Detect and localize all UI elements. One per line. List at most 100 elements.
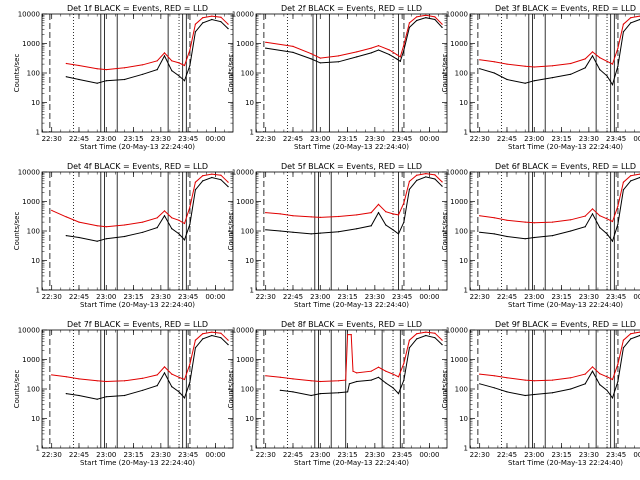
y-tick-label: 100 [455, 228, 468, 236]
y-tick-label: 1 [464, 129, 468, 137]
x-tick-label: 23:30 [151, 293, 171, 301]
x-tick-label: 22:30 [470, 293, 490, 301]
series-point [622, 181, 625, 183]
series-point [479, 373, 481, 375]
series-point [408, 22, 410, 24]
series-point [533, 80, 535, 82]
series-point [337, 380, 340, 382]
series-point [397, 233, 400, 235]
plot-frame [41, 171, 234, 291]
series-point [479, 231, 481, 233]
series-point [220, 332, 222, 334]
chart-panel: Det 9f BLACK = Events, RED = LLD 1 10 100 10… [441, 320, 640, 467]
y-tick-label: 1000 [236, 356, 254, 364]
series-point [570, 62, 572, 65]
x-tick-label: 22:45 [497, 451, 517, 459]
chart-panel: Det 6f BLACK = Events, RED = LLD 1 10 100 10… [441, 162, 640, 309]
series-point [96, 225, 98, 227]
series-point [425, 176, 427, 178]
series-point [292, 45, 294, 48]
series-point [356, 51, 358, 53]
y-tick-label: 10000 [446, 11, 468, 19]
y-axis-label: Counts/sec [441, 54, 449, 93]
chart-title: Det 2f BLACK = Events, RED = LLD [281, 4, 422, 13]
series-point [584, 67, 586, 69]
series-point [163, 210, 166, 212]
series-point [227, 23, 229, 25]
series-point [606, 75, 608, 77]
series-point [434, 174, 436, 176]
series-point [493, 387, 495, 389]
x-tick-label: 22:45 [283, 135, 303, 143]
series-point [377, 376, 380, 378]
series-point [599, 384, 601, 386]
x-tick-label: 23:45 [178, 293, 198, 301]
x-axis-label: Start Time (20-May-13 22:24:40) [80, 143, 195, 151]
chart-title: Det 5f BLACK = Events, RED = LLD [281, 162, 422, 171]
series-point [356, 372, 358, 374]
series-point [434, 332, 436, 334]
series-point [493, 61, 495, 63]
series-point [524, 379, 526, 381]
x-tick-label: 22:30 [256, 293, 276, 301]
x-tick-label: 23:15 [337, 451, 357, 459]
y-tick-label: 10 [245, 99, 254, 107]
series-point [156, 217, 158, 219]
y-tick-label: 1 [464, 445, 468, 453]
series-point [622, 23, 625, 25]
series-point [356, 380, 358, 383]
series-point [78, 78, 80, 81]
y-tick-label: 1000 [450, 198, 468, 206]
series-point [123, 224, 126, 226]
series-point [617, 47, 619, 49]
series-point [337, 61, 340, 63]
series-point [183, 239, 186, 241]
series-point [220, 337, 222, 339]
series-point [388, 49, 390, 51]
series-point [591, 370, 594, 372]
series-line [265, 17, 443, 64]
series-point [310, 233, 312, 235]
series-point [399, 60, 401, 62]
series-point [292, 51, 294, 54]
series-point [202, 333, 204, 335]
x-tick-label: 22:30 [470, 451, 490, 459]
series-line [280, 334, 443, 397]
series-point [319, 380, 321, 383]
x-tick-label: 22:30 [256, 135, 276, 143]
series-point [441, 23, 443, 25]
series-point [156, 60, 158, 62]
series-point [171, 386, 173, 388]
series-point [211, 334, 213, 337]
series-point [202, 22, 204, 24]
series-point [310, 216, 312, 218]
series-point [370, 370, 372, 372]
y-tick-label: 10 [31, 415, 40, 423]
series-point [227, 339, 229, 341]
series-point [506, 235, 508, 238]
series-point [377, 49, 380, 51]
series-line [265, 176, 443, 235]
series-point [171, 373, 173, 375]
x-axis-label: Start Time (20-May-13 22:24:40) [508, 143, 623, 151]
series-point [348, 383, 350, 385]
series-point [385, 370, 387, 372]
series-point [524, 82, 526, 84]
series-point [570, 73, 572, 75]
y-axis-label: Counts/sec [13, 370, 21, 409]
series-point [171, 217, 173, 219]
series-point [611, 397, 614, 399]
series-point [392, 387, 394, 389]
series-point [397, 376, 400, 378]
series-point [156, 227, 158, 229]
series-point [189, 381, 191, 383]
series-line [479, 331, 640, 382]
chart-title: Det 9f BLACK = Events, RED = LLD [495, 320, 636, 329]
series-point [397, 393, 400, 395]
series-point [606, 218, 608, 220]
chart-panel: Det 5f BLACK = Events, RED = LLD 1 10 100 10… [227, 162, 448, 309]
series-point [319, 57, 321, 59]
series-point [310, 58, 312, 60]
series-point [194, 347, 196, 349]
series-point [142, 64, 144, 66]
